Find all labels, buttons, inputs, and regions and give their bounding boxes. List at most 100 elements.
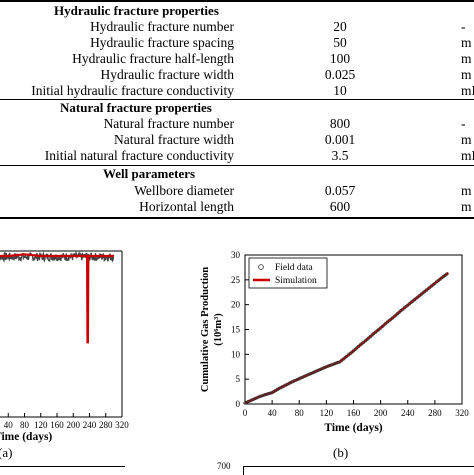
x-axis-label: Time (days) [0,431,52,443]
field-data-point [263,393,267,397]
field-data-point [261,393,266,397]
field-data-point [243,401,247,405]
field-data-point [268,391,272,395]
y-tick-label: 5 [236,374,241,384]
field-data-point [309,371,313,376]
field-data-point [333,361,337,366]
y-axis-label: Cumulative Gas Production [200,267,211,392]
param-value: 600 [329,199,351,214]
field-data-point [331,362,335,366]
field-data-point [289,380,293,385]
param-unit: - [461,116,466,131]
y-tick-label: 15 [231,325,241,335]
field-data-point [294,378,298,382]
param-name: Hydraulic fracture number [90,19,234,34]
field-data-point [302,374,306,378]
cut-y-tick-label: 700 [217,461,231,471]
table-row: Horizontal length 600 m [0,199,474,216]
field-data-point [248,399,252,403]
table-top-rule [0,0,474,2]
field-data-point [265,392,269,396]
param-value: 20 [333,19,347,34]
x-tick-label: 200 [374,408,388,418]
cut-axis-left [0,466,125,475]
param-name: Horizontal length [139,199,234,214]
table-row: Hydraulic fracture width 0.025 m [0,67,474,84]
field-data-point [250,398,254,402]
field-data-point [321,366,325,370]
field-data-point [287,381,291,385]
field-data-point [295,377,300,381]
field-data-point [253,396,257,401]
param-unit: m [461,67,472,82]
param-name: Natural fracture number [103,116,234,131]
field-data-point [292,379,296,383]
param-unit: m [461,35,472,50]
legend-sim-label: Simulation [275,276,317,286]
field-data-point [324,365,328,369]
x-tick-label: 120 [34,420,48,430]
table-row: Hydraulic fracture number 20 - [0,19,474,36]
table-row: Hydraulic fracture spacing 50 m [0,35,474,52]
x-tick-label: 160 [347,408,361,418]
x-tick-label: 320 [115,420,129,430]
field-data-point [328,363,332,368]
y-tick-label: 0 [236,399,241,409]
y-axis-unit: (10⁶m³) [213,313,224,346]
param-value: 3.5 [331,148,349,163]
table-row: Hydraulic fracture half-length 100 m [0,51,474,68]
field-data-point [319,367,323,371]
param-name: Wellbore diameter [134,183,234,198]
field-data-point [258,394,262,398]
param-name: Initial natural fracture conductivity [44,148,234,163]
field-data-point [318,368,322,372]
chart-b: 0 40 80 120 160 200 240 280 320 0 5 10 15 20 25 30 Time … [200,250,469,434]
field-data-point [326,364,330,368]
field-data-point [277,387,281,391]
section-title-natural: Natural fracture properties [60,100,212,115]
param-value: 0.001 [324,132,356,147]
field-data-point [267,392,271,396]
field-data-point [334,361,339,365]
table-row: Wellbore diameter 0.057 m [0,183,474,200]
param-value: 0.025 [324,67,356,82]
field-data-point [285,382,289,386]
param-unit: m [461,51,472,66]
x-tick-label: 240 [83,420,97,430]
param-unit: m [461,132,472,147]
x-tick-label: 280 [99,420,113,430]
x-axis-label: Time (days) [324,422,382,434]
legend-field-marker [258,264,264,270]
param-value: 10 [333,83,347,98]
param-unit: mD- [461,83,474,98]
legend-box [248,257,328,289]
param-name: Hydraulic fracture half-length [72,51,234,66]
field-data-point [282,384,286,388]
section-divider [0,165,474,166]
param-name: Natural fracture width [114,132,234,147]
field-data-point [256,395,261,399]
panel-label-b: (b) [333,445,349,460]
param-unit: mD- [461,148,474,163]
param-value: 800 [329,116,351,131]
y-tick-label: 30 [231,250,241,260]
field-data-point [445,272,449,276]
field-data-point [299,376,303,380]
field-data-point [329,363,334,367]
simulation-line [0,253,114,344]
param-value: 0.057 [324,183,356,198]
field-data-point [284,383,288,387]
x-tick-label: 240 [401,408,415,418]
field-data-point [300,375,305,379]
table-bottom-rule [0,217,474,219]
field-data-point [246,399,250,404]
param-value: 100 [329,51,351,66]
param-value: 50 [333,35,347,50]
table-row: Initial natural fracture conductivity 3.… [0,148,474,165]
field-data-point [290,380,295,384]
x-tick-label: 80 [295,408,305,418]
section-title-well: Well parameters [103,166,196,181]
y-tick-label: 10 [231,349,241,359]
field-data-point [280,385,284,389]
x-tick-label: 80 [20,420,30,430]
